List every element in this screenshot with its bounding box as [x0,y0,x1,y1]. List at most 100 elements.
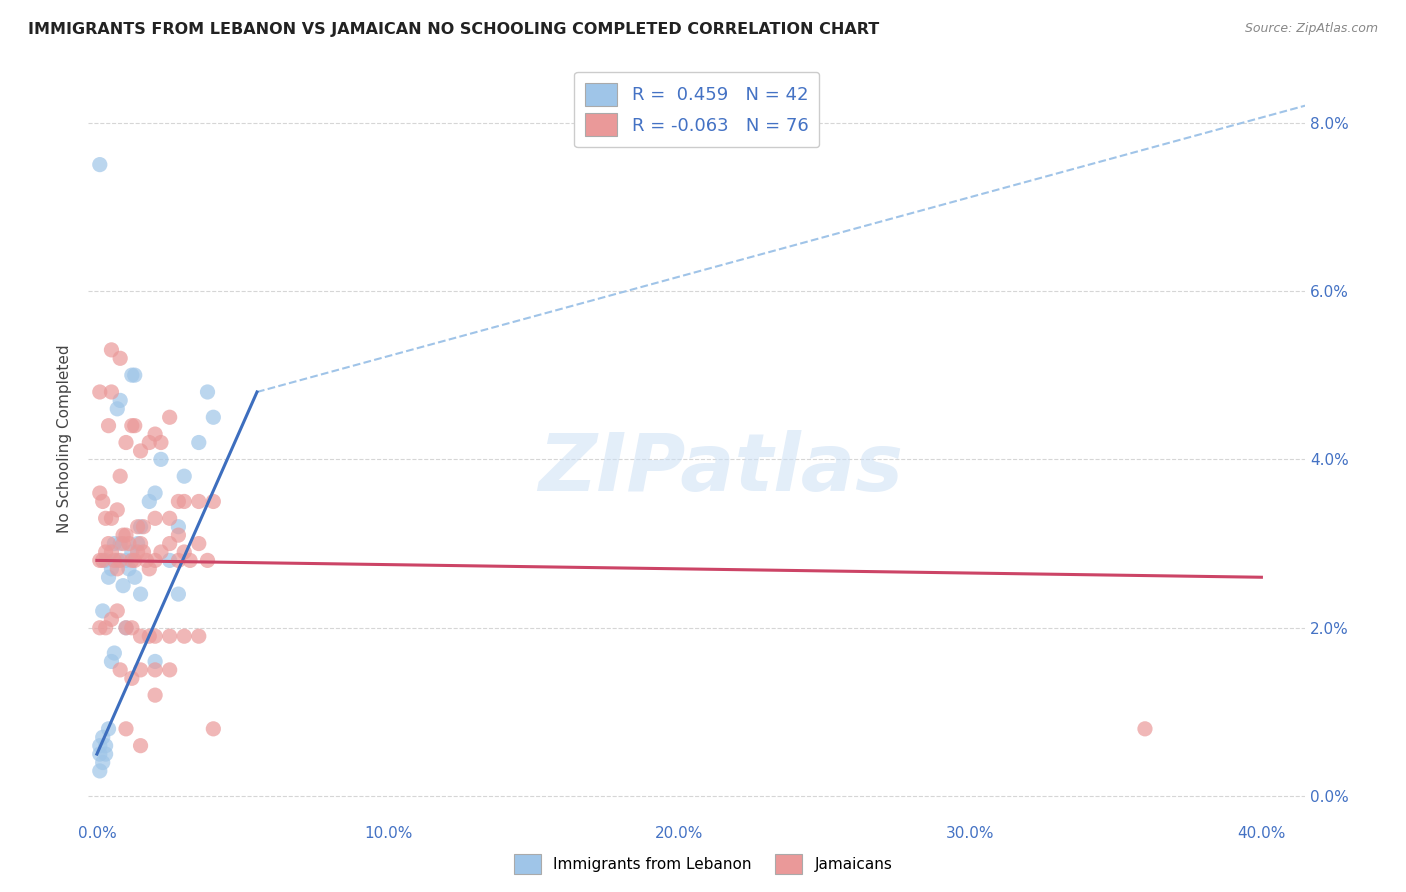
Point [129,663,152,677]
Point [112,579,135,593]
Point [100,384,122,399]
Point [100,545,122,559]
Point [132,545,155,559]
Point [91,756,114,770]
Point [202,722,225,736]
Point [159,629,181,643]
Point [129,739,152,753]
Point [143,511,166,525]
Point [143,688,166,702]
Point [121,545,143,559]
Legend: Immigrants from Lebanon, Jamaicans: Immigrants from Lebanon, Jamaicans [508,848,898,880]
Point [115,621,138,635]
Point [129,536,152,550]
Point [97,722,120,736]
Point [100,343,122,357]
Point [124,368,146,383]
Point [173,469,195,483]
Point [89,384,111,399]
Point [149,435,172,450]
Point [105,401,128,416]
Text: Source: ZipAtlas.com: Source: ZipAtlas.com [1244,22,1378,36]
Point [121,418,143,433]
Point [124,570,146,584]
Point [143,553,166,567]
Point [167,553,190,567]
Point [138,435,160,450]
Point [143,663,166,677]
Point [108,663,131,677]
Point [89,158,111,172]
Point [121,553,143,567]
Point [197,384,219,399]
Point [124,553,146,567]
Point [94,621,117,635]
Point [105,604,128,618]
Point [121,671,143,685]
Point [129,444,152,458]
Point [115,528,138,542]
Point [89,486,111,500]
Point [89,747,111,761]
Point [100,612,122,626]
Point [129,519,152,533]
Point [127,545,149,559]
Point [138,629,160,643]
Point [132,519,155,533]
Point [149,452,172,467]
Point [159,511,181,525]
Text: ZIPatlas: ZIPatlas [538,430,904,508]
Point [135,553,157,567]
Point [143,655,166,669]
Legend: R =  0.459   N = 42, R = -0.063   N = 76: R = 0.459 N = 42, R = -0.063 N = 76 [574,72,820,147]
Point [105,553,128,567]
Point [202,494,225,508]
Point [105,503,128,517]
Point [108,469,131,483]
Point [129,629,152,643]
Point [94,553,117,567]
Point [108,553,131,567]
Point [202,410,225,425]
Point [94,747,117,761]
Point [103,536,125,550]
Point [91,553,114,567]
Point [173,629,195,643]
Point [94,739,117,753]
Point [138,562,160,576]
Point [143,629,166,643]
Point [100,655,122,669]
Point [115,621,138,635]
Point [108,351,131,366]
Point [121,621,143,635]
Point [112,536,135,550]
Point [105,562,128,576]
Point [187,494,209,508]
Point [143,486,166,500]
Point [89,621,111,635]
Point [97,418,120,433]
Point [91,731,114,745]
Point [97,536,120,550]
Point [115,435,138,450]
Point [167,528,190,542]
Point [118,562,141,576]
Point [103,646,125,660]
Point [112,528,135,542]
Point [127,519,149,533]
Point [91,604,114,618]
Point [89,764,111,778]
Point [138,494,160,508]
Point [187,435,209,450]
Point [91,494,114,508]
Point [167,587,190,601]
Point [103,553,125,567]
Point [124,418,146,433]
Point [97,570,120,584]
Point [108,393,131,408]
Point [118,536,141,550]
Point [149,545,172,559]
Point [100,562,122,576]
Point [94,545,117,559]
Point [1133,722,1156,736]
